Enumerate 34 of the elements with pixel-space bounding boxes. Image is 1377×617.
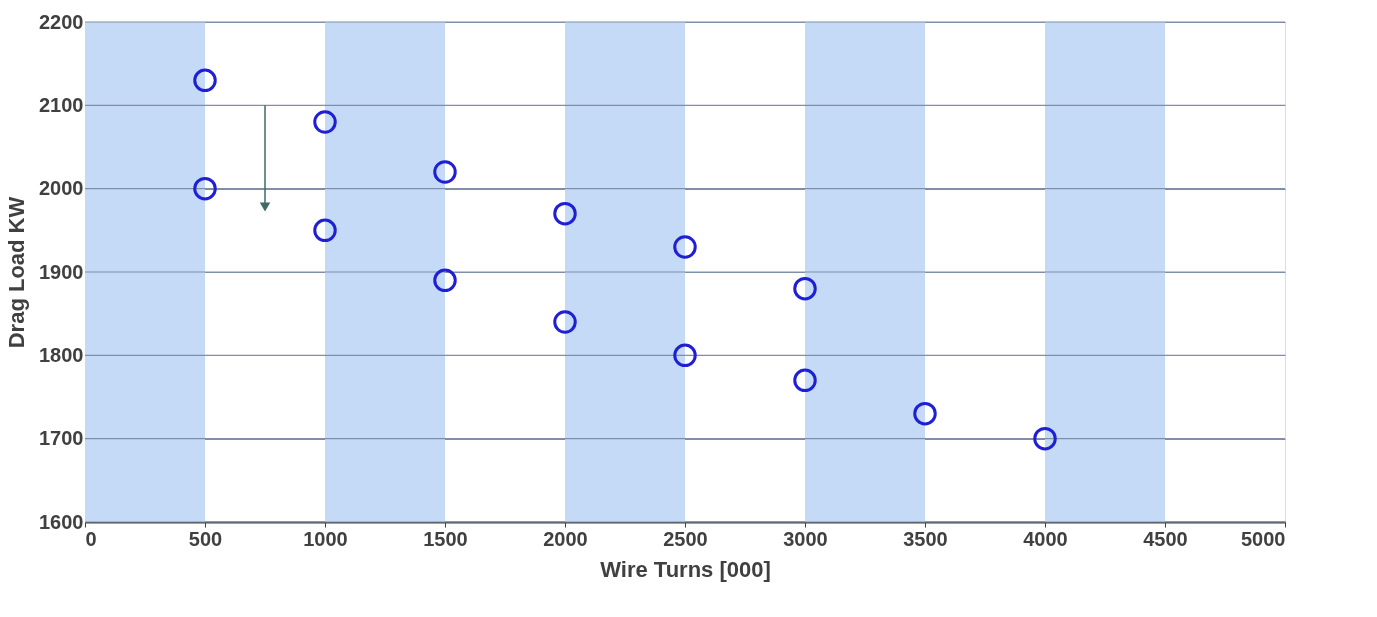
point xyxy=(553,310,577,334)
point xyxy=(313,110,337,134)
point xyxy=(673,343,697,368)
y-tick-label: 2000 xyxy=(39,177,84,200)
y-tick-label: 2200 xyxy=(39,10,84,33)
point xyxy=(193,68,217,93)
y-axis-title: Drag Load KW xyxy=(4,196,30,349)
x-tick-label: 5000 xyxy=(1241,527,1286,550)
x-tick-label: 4500 xyxy=(1143,527,1188,550)
y-tick-label: 2100 xyxy=(39,93,84,116)
point xyxy=(793,276,817,301)
point xyxy=(433,268,457,293)
point xyxy=(1033,426,1057,451)
point xyxy=(793,368,817,393)
point xyxy=(673,235,697,259)
x-tick-label: 1500 xyxy=(423,527,468,550)
x-tick-label: 1000 xyxy=(303,527,348,550)
y-tick-label: 1900 xyxy=(39,260,84,283)
point xyxy=(433,160,457,184)
point xyxy=(313,218,337,243)
y-tick-label: 1800 xyxy=(39,343,84,366)
y-tick-label: 1600 xyxy=(39,510,84,533)
x-tick-label: 0 xyxy=(85,527,97,550)
point xyxy=(193,176,217,201)
x-tick-label: 2000 xyxy=(543,527,588,550)
x-axis-title: Wire Turns [000] xyxy=(600,556,771,582)
x-tick-label: 4000 xyxy=(1023,527,1068,550)
x-tick-label: 500 xyxy=(188,527,223,550)
x-tick-label: 3000 xyxy=(783,527,828,550)
y-tick-label: 1700 xyxy=(39,427,84,450)
x-tick-label: 2500 xyxy=(663,527,708,550)
point xyxy=(553,201,577,226)
x-tick-label: 3500 xyxy=(903,527,948,550)
point xyxy=(913,401,937,426)
